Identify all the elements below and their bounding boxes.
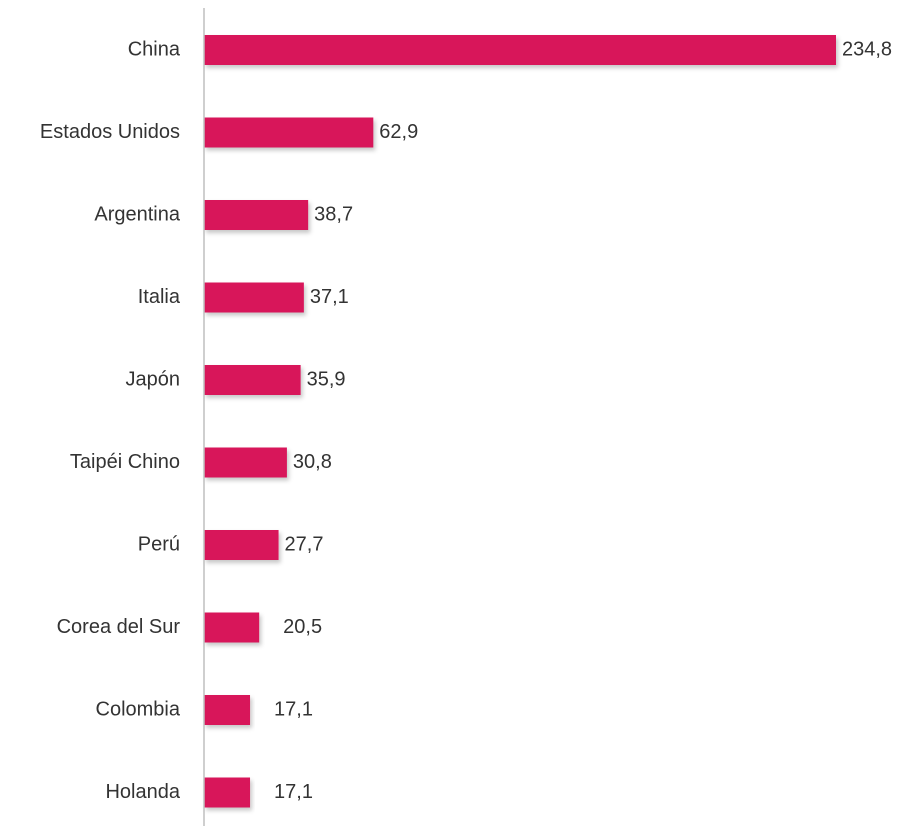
category-label: Colombia (96, 698, 181, 720)
category-label: Taipéi Chino (70, 451, 180, 473)
bars-layer: China 234,8 Estados Unidos 62,9 Argentina 38,… (40, 35, 892, 808)
bar (204, 695, 251, 725)
data-label: 62,9 (379, 121, 418, 143)
data-label: 17,1 (274, 781, 313, 803)
category-label: Japón (126, 368, 181, 390)
data-label: 30,8 (293, 451, 332, 473)
data-label: 20,5 (283, 616, 322, 638)
category-label: China (128, 38, 181, 60)
bar (204, 200, 309, 230)
category-label: Corea del Sur (57, 616, 181, 638)
bar (204, 365, 301, 395)
bar (204, 117, 374, 148)
category-label: Argentina (94, 203, 180, 225)
bar (204, 777, 251, 808)
category-label: Holanda (105, 781, 180, 803)
bar (204, 530, 279, 560)
data-label: 35,9 (307, 368, 346, 390)
data-label: 27,7 (285, 533, 324, 555)
data-label: 17,1 (274, 698, 313, 720)
bar (204, 282, 304, 313)
bar (204, 612, 260, 643)
bar (204, 447, 287, 478)
category-label: Italia (138, 286, 181, 308)
data-label: 38,7 (314, 203, 353, 225)
data-label: 37,1 (310, 286, 349, 308)
bar (204, 35, 836, 65)
category-label: Estados Unidos (40, 121, 180, 143)
category-label: Perú (138, 533, 180, 555)
data-label: 234,8 (842, 38, 892, 60)
